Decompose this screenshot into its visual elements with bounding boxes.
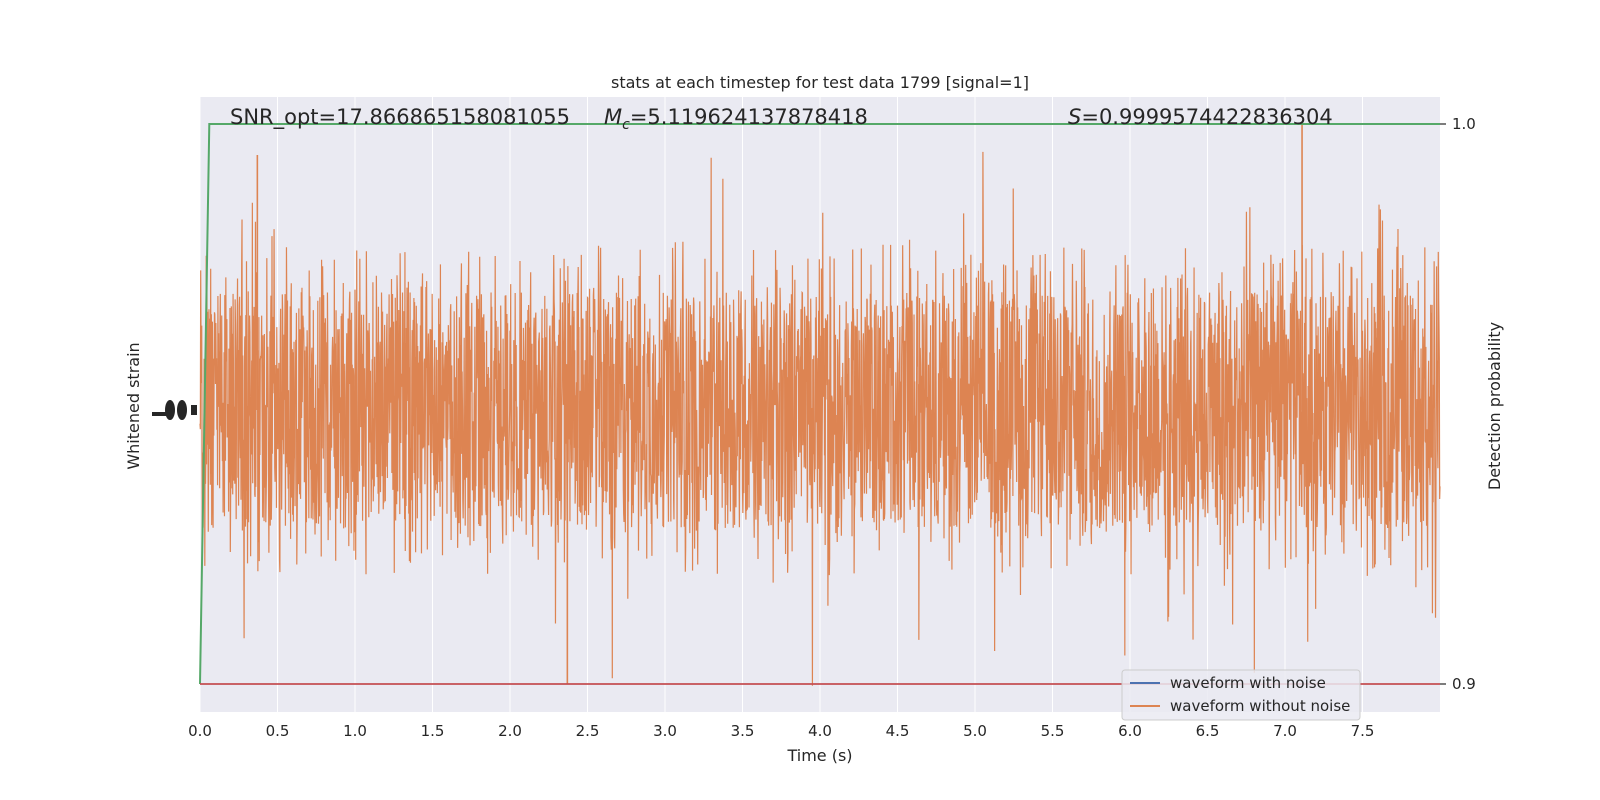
legend: waveform with noise waveform without noi…: [1121, 669, 1361, 721]
left-tick-mark: [152, 412, 166, 416]
left-tick-mark: [191, 405, 197, 415]
chirp-mass-value: =5.119624137878418: [630, 105, 868, 129]
legend-label-with-noise: waveform with noise: [1170, 674, 1326, 692]
snr-annotation: SNR_opt=17.866865158081055: [230, 105, 570, 130]
detection-stat-annotation: S=0.9999574422836304: [1068, 105, 1333, 129]
chirp-mass-symbol: M: [604, 105, 622, 129]
chart-title: stats at each timestep for test data 179…: [611, 73, 1029, 92]
x-tick-label: 6.0: [1118, 722, 1142, 740]
x-tick-label: 7.5: [1351, 722, 1375, 740]
y-axis-label-left: Whitened strain: [124, 342, 143, 469]
x-tick-label: 1.0: [343, 722, 367, 740]
x-axis-ticks: 0.0 0.5 1.0 1.5 2.0 2.5 3.0 3.5 4.0 4.5 5.0 5.5 6.0 6…: [188, 722, 1374, 740]
series-waveform-without-noise: [199, 124, 1441, 686]
x-tick-label: 4.5: [886, 722, 910, 740]
x-tick-label: 0.5: [266, 722, 290, 740]
x-tick-label: 7.0: [1273, 722, 1297, 740]
legend-label-without-noise: waveform without noise: [1170, 697, 1350, 715]
x-axis-label: Time (s): [786, 746, 852, 765]
legend-box: [1121, 669, 1361, 721]
detection-stat-symbol: S: [1068, 105, 1081, 129]
x-tick-label: 3.0: [653, 722, 677, 740]
x-tick-label: 6.5: [1196, 722, 1220, 740]
right-tick-label: 0.9: [1452, 675, 1476, 693]
x-tick-label: 2.0: [498, 722, 522, 740]
right-tick-label: 1.0: [1452, 115, 1476, 133]
x-tick-label: 5.0: [963, 722, 987, 740]
chirp-mass-annotation: Mc=5.119624137878418: [604, 105, 868, 133]
right-axis-ticks: 0.9 1.0: [1440, 115, 1476, 693]
series-detection-probability: [199, 123, 1440, 685]
x-tick-label: 4.0: [808, 722, 832, 740]
x-tick-label: 0.0: [188, 722, 212, 740]
x-tick-label: 3.5: [731, 722, 755, 740]
detection-stat-value: =0.9999574422836304: [1081, 105, 1332, 129]
x-tick-label: 2.5: [576, 722, 600, 740]
x-tick-label: 1.5: [421, 722, 445, 740]
chirp-mass-subscript: c: [622, 117, 630, 133]
x-tick-label: 5.5: [1041, 722, 1065, 740]
y-axis-label-right: Detection probability: [1485, 322, 1504, 490]
series-line-without-noise: [199, 151, 1441, 686]
left-tick-blob: [165, 400, 175, 420]
left-tick-blob: [177, 400, 187, 420]
series-line-detection-probability: [199, 123, 1440, 685]
left-axis-collapsed-ticks: [152, 400, 197, 420]
